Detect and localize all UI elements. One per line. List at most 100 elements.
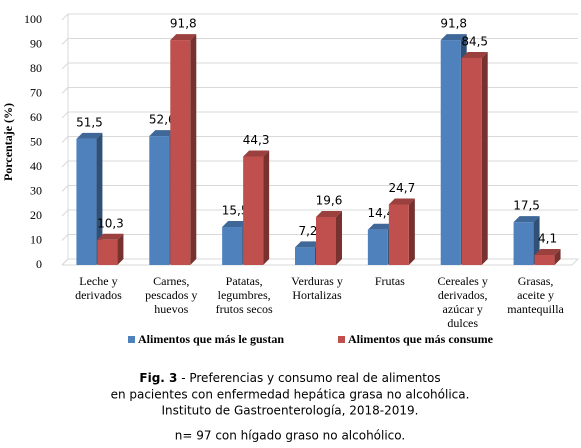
bar-side [408, 198, 415, 265]
bar-front [461, 57, 482, 265]
grid-line [61, 136, 578, 143]
x-tick-label: aceite y [517, 288, 554, 302]
y-tick-label: 0 [36, 257, 42, 271]
bar-front [295, 247, 315, 265]
bar-top [534, 248, 561, 255]
data-label: 17,5 [513, 199, 540, 213]
bar-front [388, 204, 409, 265]
y-tick-label: 90 [30, 36, 42, 50]
data-label: 51,5 [76, 115, 103, 129]
bar-top [316, 210, 342, 217]
x-tick-label: derivados [75, 288, 122, 302]
x-tick-label: frutos secos [216, 302, 273, 316]
caption-line: en pacientes con enfermedad hepática gra… [111, 388, 470, 402]
bar-top [76, 132, 103, 139]
bar-front [243, 156, 264, 265]
x-tick-label: pescados y [145, 288, 197, 302]
bar-front [440, 40, 461, 266]
data-label: 52,6 [149, 113, 176, 127]
bar-side [190, 34, 197, 266]
grid-line [61, 38, 578, 45]
bar-top [388, 198, 415, 205]
y-tick-label: 50 [30, 134, 42, 148]
caption-note: n= 97 con hígado graso no alcohólico. [175, 429, 405, 443]
y-tick-label: 30 [30, 183, 42, 197]
legend-label: Alimentos que más le gustan [138, 332, 284, 346]
data-label: 44,3 [243, 133, 270, 147]
bar [97, 233, 124, 265]
x-tick-label: mantequilla [507, 302, 564, 316]
bar [534, 248, 561, 265]
x-tick-label: Carnes, [153, 274, 189, 288]
y-tick-label: 40 [30, 159, 42, 173]
bar-side [554, 248, 561, 265]
data-label: 91,8 [440, 17, 467, 31]
bar [461, 51, 488, 265]
x-tick-label: Patatas, [226, 274, 263, 288]
bar-top [170, 34, 197, 41]
x-tick-label: Cereales y [438, 274, 488, 288]
bar-front [76, 138, 97, 265]
caption-text: - Preferencias y consumo real de aliment… [177, 371, 440, 385]
bar [243, 150, 270, 265]
x-tick-label: derivados, [438, 288, 488, 302]
bar-side [336, 210, 342, 265]
grid-line [61, 62, 578, 70]
bar-front [97, 239, 118, 265]
bar-side [481, 51, 488, 265]
bar [170, 34, 197, 266]
data-label: 15,5 [222, 204, 249, 218]
data-label: 19,6 [316, 193, 343, 207]
y-tick-label: 20 [30, 208, 42, 222]
bar-side [263, 150, 270, 265]
caption-line: Instituto de Gastroenterología, 2018-201… [162, 404, 419, 418]
bar [76, 132, 103, 265]
grid-line [61, 185, 578, 192]
bar-top [149, 130, 176, 137]
bar [316, 210, 342, 265]
grid-line [61, 13, 578, 21]
x-tick-label: huevos [154, 302, 188, 316]
data-label: 7,2 [298, 224, 317, 238]
x-tick-label: Hortalizas [292, 288, 342, 302]
data-label: 91,8 [170, 17, 197, 31]
data-label: 10,3 [97, 216, 124, 230]
x-tick-label: Leche y [79, 274, 117, 288]
bar-top [243, 150, 270, 157]
grid-line [61, 111, 578, 119]
y-tick-label: 10 [30, 232, 42, 246]
x-tick-label: Verduras y [291, 274, 343, 288]
bar-front [222, 227, 243, 265]
bar-top [222, 221, 249, 228]
bar [388, 198, 415, 265]
bar-front [513, 222, 534, 265]
bar-top [513, 216, 540, 223]
x-tick-label: legumbres, [218, 288, 271, 302]
y-tick-label: 70 [30, 85, 42, 99]
x-tick-label: Frutas [375, 274, 405, 288]
bar-top [461, 51, 488, 58]
data-label: 84,5 [461, 34, 488, 48]
bar-top [367, 223, 394, 230]
bar-top [440, 34, 467, 41]
data-label: 4,1 [538, 231, 557, 245]
y-tick-label: 80 [30, 61, 42, 75]
legend-swatch [128, 336, 135, 343]
data-label: 24,7 [388, 181, 415, 195]
x-tick-label: dulces [447, 316, 478, 330]
legend-swatch [338, 336, 345, 343]
y-axis-label: Porcentaje (%) [1, 103, 15, 181]
y-tick-label: 100 [24, 12, 42, 26]
grid-line [61, 160, 578, 168]
bar-side [96, 132, 103, 265]
caption-line: Fig. 3 - Preferencias y consumo real de … [139, 371, 440, 385]
bar-top [97, 233, 124, 240]
x-tick-label: azúcar y [443, 302, 483, 316]
data-label: 14,4 [367, 206, 394, 220]
bar-front [149, 136, 170, 265]
bar-front [316, 216, 336, 265]
legend-label: Alimentos que más consume [348, 332, 494, 346]
bar-front [367, 229, 388, 265]
